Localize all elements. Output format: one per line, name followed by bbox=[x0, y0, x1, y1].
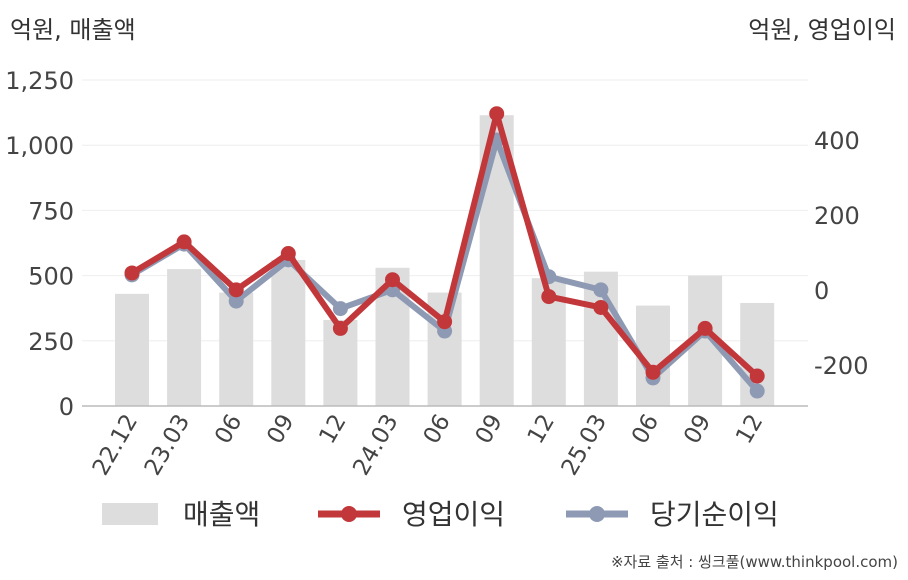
legend-label-operating-profit: 영업이익 bbox=[402, 498, 505, 531]
x-axis-tick-label: 22.12 bbox=[88, 410, 143, 480]
net-income-point bbox=[593, 282, 609, 298]
operating-profit-point bbox=[541, 289, 557, 305]
legend-marker-operating-profit bbox=[341, 506, 357, 522]
left-axis-tick-label: 0 bbox=[59, 393, 74, 421]
left-axis-tick-label: 750 bbox=[28, 197, 74, 225]
left-axis-tick-label: 1,250 bbox=[5, 67, 74, 95]
right-axis-tick-label: -200 bbox=[814, 352, 868, 380]
revenue-bars bbox=[115, 115, 775, 406]
left-axis-unit-label: 억원, 매출액 bbox=[10, 16, 136, 44]
x-axis-tick-label: 25.03 bbox=[557, 410, 612, 480]
legend-label-net-income: 당기순이익 bbox=[650, 498, 779, 531]
operating-profit-point bbox=[332, 320, 348, 336]
operating-profit-point bbox=[228, 282, 244, 298]
right-axis-tick-label: 0 bbox=[814, 277, 829, 305]
revenue-bar bbox=[271, 259, 306, 406]
x-axis-tick-label: 23.03 bbox=[140, 410, 195, 480]
x-axis-tick-label: 06 bbox=[419, 410, 456, 448]
legend: 매출액 영업이익 당기순이익 bbox=[102, 498, 779, 531]
legend-label-revenue: 매출액 bbox=[183, 498, 260, 531]
profit-lines bbox=[124, 106, 765, 399]
left-axis-tick-label: 500 bbox=[28, 263, 74, 291]
right-axis-tick-label: 200 bbox=[814, 202, 860, 230]
x-axis-tick-label: 12 bbox=[731, 410, 768, 448]
x-axis-tick-label: 12 bbox=[523, 410, 560, 448]
x-axis-tick-label: 09 bbox=[471, 410, 508, 448]
left-axis-tick-label: 1,000 bbox=[5, 132, 74, 160]
operating-profit-point bbox=[645, 364, 661, 380]
left-axis-tick-label: 250 bbox=[28, 328, 74, 356]
net-income-point bbox=[749, 383, 765, 399]
operating-profit-point bbox=[176, 234, 192, 250]
source-note: ※자료 출처 : 씽크풀(www.thinkpool.com) bbox=[610, 553, 898, 571]
operating-profit-point bbox=[385, 272, 400, 288]
x-axis-tick-label: 09 bbox=[262, 410, 299, 448]
legend-swatch-revenue bbox=[102, 503, 158, 525]
revenue-bar bbox=[115, 293, 149, 406]
net-income-point bbox=[332, 301, 348, 317]
x-axis-tick-label: 06 bbox=[627, 410, 664, 448]
operating-profit-point bbox=[280, 245, 296, 261]
net-income-point bbox=[228, 293, 244, 309]
x-axis-tick-label: 09 bbox=[679, 410, 716, 448]
revenue-bar bbox=[219, 292, 254, 406]
operating-profit-point bbox=[697, 320, 713, 336]
operating-profit-point bbox=[489, 106, 505, 122]
x-axis-tick-label: 12 bbox=[314, 410, 351, 448]
operating-profit-point bbox=[593, 299, 609, 315]
x-axis-tick-label: 06 bbox=[210, 410, 247, 448]
operating-profit-point bbox=[437, 314, 453, 330]
x-axis-tick-label: 24.03 bbox=[348, 410, 403, 480]
right-axis-unit-label: 억원, 영업이익 bbox=[748, 16, 896, 44]
right-axis-tick-label: 400 bbox=[814, 127, 860, 155]
revenue-bar bbox=[167, 269, 202, 406]
operating-profit-point bbox=[124, 265, 140, 281]
legend-marker-net-income bbox=[589, 506, 605, 522]
operating-profit-point bbox=[749, 368, 765, 384]
